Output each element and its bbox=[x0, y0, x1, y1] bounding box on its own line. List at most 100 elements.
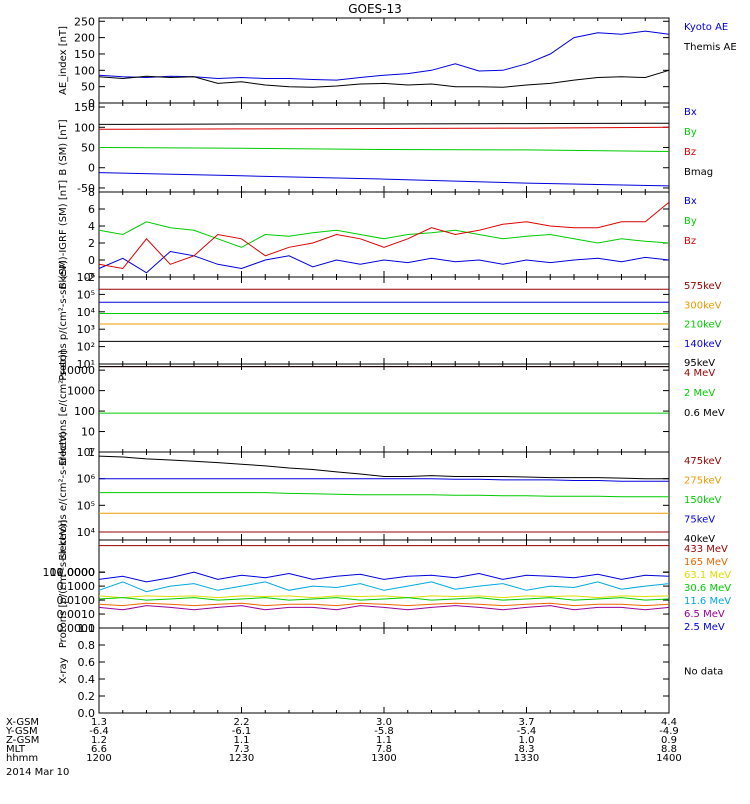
y-tick-label: 10⁶ bbox=[77, 473, 96, 486]
legend-entry: By bbox=[684, 127, 697, 138]
panel-frame-1 bbox=[98, 17, 670, 104]
y-axis-label: AE_index [nT] bbox=[58, 26, 69, 95]
y-axis-label: Protons [p/(cm²-s-sr-keV)] bbox=[58, 520, 69, 648]
legend-entry: 95keV bbox=[684, 358, 715, 369]
series-line-40kev bbox=[98, 455, 669, 480]
y-tick-label: 10⁵ bbox=[77, 499, 95, 512]
y-tick-label: 10 bbox=[81, 426, 95, 439]
y-tick-label: 150 bbox=[74, 48, 95, 61]
ephemeris-value: 1230 bbox=[229, 753, 254, 764]
ephemeris-value: 1.0 bbox=[519, 735, 535, 746]
y-tick-label: -2 bbox=[84, 271, 95, 284]
legend-entry: 63.1 MeV bbox=[684, 570, 731, 581]
legend-entry: 11.6 MeV bbox=[684, 596, 731, 607]
legend-entry: 575keV bbox=[684, 281, 722, 292]
ephemeris-value: 3.0 bbox=[376, 717, 392, 728]
series-line-165mev bbox=[98, 602, 670, 607]
panel-frame-8 bbox=[98, 627, 670, 714]
series-line-306mev bbox=[98, 597, 670, 601]
series-line-by bbox=[98, 221, 670, 248]
ephemeris-value: 1.2 bbox=[91, 735, 107, 746]
y-axis-label: Protons p/(cm²-s-sr-keV) bbox=[58, 260, 69, 381]
series-line-116mev bbox=[98, 581, 670, 593]
legend-entry: 165 MeV bbox=[684, 557, 728, 568]
y-axis-label: Electrons [e/(cm²-s-sr)] bbox=[58, 350, 69, 466]
y-tick-label: 10⁴ bbox=[77, 526, 96, 539]
legend-entry: 140keV bbox=[684, 339, 722, 350]
y-tick-label: 100 bbox=[74, 64, 95, 77]
ephemeris-value: 7.3 bbox=[234, 744, 250, 755]
y-tick-label: 50 bbox=[81, 81, 95, 94]
ephemeris-value: 4.4 bbox=[661, 717, 677, 728]
panel-frame-3 bbox=[98, 191, 670, 278]
legend-entry: 30.6 MeV bbox=[684, 583, 731, 594]
ephemeris-value: 8.3 bbox=[519, 744, 535, 755]
panel-frame-4 bbox=[98, 276, 670, 365]
legend-entry: Bz bbox=[684, 147, 696, 158]
legend-entry: 6.5 MeV bbox=[684, 609, 725, 620]
y-tick-label: 250 bbox=[74, 15, 95, 28]
y-tick-label: 10⁷ bbox=[77, 446, 95, 459]
y-tick-label: 1.0 bbox=[78, 622, 96, 635]
y-tick-label: 0.4 bbox=[78, 673, 96, 686]
y-tick-label: 10⁴ bbox=[77, 306, 96, 319]
no-data-note: No data bbox=[684, 667, 723, 678]
y-tick-label: 0.6 bbox=[78, 656, 96, 669]
ephemeris-label: Z-GSM bbox=[6, 735, 39, 746]
y-tick-label: 0.2 bbox=[78, 690, 96, 703]
y-tick-label: 10³ bbox=[77, 323, 95, 336]
ephemeris-value: 3.7 bbox=[519, 717, 535, 728]
y-tick-label: 8 bbox=[88, 186, 95, 199]
legend-entry: Bx bbox=[684, 107, 697, 118]
series-line-kyotoae bbox=[98, 30, 670, 81]
y-axis-label: B (SM) [nT] bbox=[58, 119, 69, 175]
y-tick-label: 150 bbox=[74, 101, 95, 114]
series-line-150kev bbox=[99, 492, 669, 498]
legend-entry: 4 MeV bbox=[684, 368, 715, 379]
legend-entry: 2 MeV bbox=[684, 388, 715, 399]
series-line-65mev bbox=[98, 605, 670, 611]
ephemeris-value: 8.8 bbox=[661, 744, 677, 755]
y-tick-label: -50 bbox=[77, 182, 95, 195]
panel-frame-7 bbox=[98, 539, 670, 629]
y-tick-label: 0 bbox=[88, 162, 95, 175]
legend-entry: By bbox=[684, 216, 697, 227]
ephemeris-label: hhmm bbox=[6, 753, 38, 764]
y-tick-label: 0 bbox=[88, 97, 95, 110]
y-tick-label: 4 bbox=[88, 220, 95, 233]
y-tick-label: 1 bbox=[88, 446, 95, 459]
legend-entry: 300keV bbox=[684, 300, 722, 311]
ephemeris-value: 7.8 bbox=[376, 744, 392, 755]
y-tick-label: 0 bbox=[88, 254, 95, 267]
series-line-75kev bbox=[99, 478, 669, 482]
plot-date: 2014 Mar 10 bbox=[6, 767, 69, 778]
legend-entry: Bz bbox=[684, 236, 696, 247]
ephemeris-value: -6.1 bbox=[232, 726, 252, 737]
legend-entry: Bmag bbox=[684, 167, 713, 178]
y-axis-label: B (SM)-IGRF (SM) [nT] bbox=[58, 180, 69, 289]
y-tick-label: 0.0001 bbox=[57, 622, 96, 635]
y-axis-label: Electrons e/(cm²-s-sr-keV) bbox=[58, 431, 69, 560]
y-tick-label: 1.0000 bbox=[57, 566, 96, 579]
y-tick-label: 10⁵ bbox=[77, 288, 95, 301]
ephemeris-value: -6.4 bbox=[89, 726, 109, 737]
series-line-25mev bbox=[98, 571, 670, 583]
ephemeris-value: 2.2 bbox=[234, 717, 250, 728]
ephemeris-label: X-GSM bbox=[6, 717, 39, 728]
legend-entry: 40keV bbox=[684, 534, 715, 545]
y-tick-label: 0.0100 bbox=[57, 594, 96, 607]
series-line-themisae bbox=[98, 69, 670, 88]
ephemeris-value: 1.3 bbox=[91, 717, 107, 728]
y-tick-label: 10² bbox=[77, 341, 95, 354]
legend-entry: 433 MeV bbox=[684, 544, 728, 555]
ephemeris-value: 1.1 bbox=[234, 735, 250, 746]
y-tick-label: 0.8 bbox=[78, 639, 96, 652]
y-tick-label: 2 bbox=[88, 237, 95, 250]
legend-entry: 75keV bbox=[684, 515, 715, 526]
ephemeris-value: 1330 bbox=[514, 753, 539, 764]
ephemeris-value: 6.6 bbox=[91, 744, 107, 755]
y-tick-label: 10.0000 bbox=[50, 566, 96, 579]
ephemeris-value: 1.1 bbox=[376, 735, 392, 746]
